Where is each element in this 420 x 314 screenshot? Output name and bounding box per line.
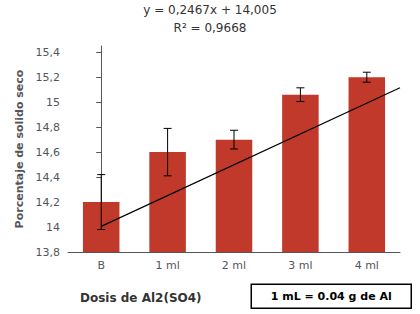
- svg-text:14,6: 14,6: [36, 146, 61, 159]
- svg-text:15,4: 15,4: [36, 46, 61, 59]
- svg-text:1 mL = 0.04 g de Al: 1 mL = 0.04 g de Al: [271, 290, 392, 303]
- svg-text:Porcentaje de solido seco: Porcentaje de solido seco: [13, 69, 26, 228]
- svg-text:4 ml: 4 ml: [355, 259, 379, 272]
- svg-text:14: 14: [46, 221, 60, 234]
- svg-text:y = 0,2467x + 14,005: y = 0,2467x + 14,005: [143, 3, 277, 17]
- svg-text:14,8: 14,8: [36, 121, 61, 134]
- svg-text:B: B: [97, 259, 105, 272]
- svg-text:R² = 0,9668: R² = 0,9668: [174, 21, 247, 35]
- svg-text:14,2: 14,2: [36, 196, 61, 209]
- svg-text:3 ml: 3 ml: [288, 259, 312, 272]
- svg-text:14,4: 14,4: [36, 171, 61, 184]
- svg-text:13,8: 13,8: [36, 246, 61, 259]
- svg-text:15,2: 15,2: [36, 71, 61, 84]
- svg-text:1 ml: 1 ml: [155, 259, 179, 272]
- svg-text:2 ml: 2 ml: [222, 259, 246, 272]
- svg-text:Dosis de Al2(SO4): Dosis de Al2(SO4): [80, 291, 202, 305]
- svg-text:15: 15: [46, 96, 60, 109]
